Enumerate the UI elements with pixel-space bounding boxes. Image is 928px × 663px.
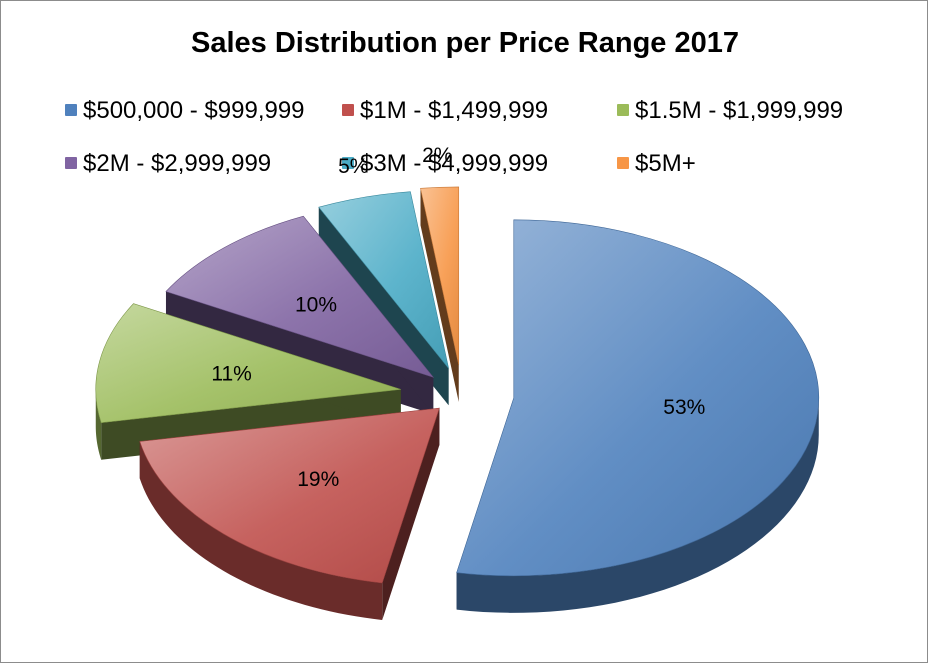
pie-slice-3: [165, 215, 435, 378]
legend-swatch: [65, 104, 77, 116]
pie-data-label-2: 11%: [211, 363, 251, 386]
pie-data-label-5: 2%: [422, 144, 452, 167]
legend-label: $3M - $4,999,999: [360, 150, 549, 177]
chart-title: Sales Distribution per Price Range 2017: [191, 27, 739, 59]
pie-slice-wall-0: [456, 397, 819, 613]
pie-slice-face-5-0: [420, 188, 459, 402]
legend-swatch: [65, 157, 77, 169]
pie-slice-1: [139, 407, 440, 584]
pie-data-label-0: 53%: [663, 396, 705, 419]
pie-slice-5: [420, 186, 460, 365]
legend-label: $2M - $2,999,999: [83, 150, 272, 177]
legend-swatch: [617, 104, 629, 116]
pie-slice-face-1-0: [382, 408, 440, 620]
legend-label: $1.5M - $1,999,999: [635, 97, 844, 124]
legend-swatch: [617, 157, 629, 169]
legend-label: $500,000 - $999,999: [83, 97, 305, 124]
pie-tops: [95, 186, 820, 584]
legend-swatch: [342, 157, 354, 169]
legend-label: $1M - $1,499,999: [360, 97, 549, 124]
pie-slice-2: [95, 303, 401, 424]
pie-data-label-1: 19%: [297, 468, 339, 491]
pie-slice-0: [456, 219, 820, 577]
pie-labels: 53% 19% 11% 10% 5% 2%: [211, 144, 705, 491]
pie-data-label-4: 5%: [338, 155, 368, 178]
pie-data-label-3: 10%: [295, 293, 337, 316]
pie-slice-wall-1: [139, 441, 383, 620]
legend-swatch: [342, 104, 354, 116]
legend-label: $5M+: [635, 150, 696, 177]
pie-slice-4: [318, 191, 449, 369]
